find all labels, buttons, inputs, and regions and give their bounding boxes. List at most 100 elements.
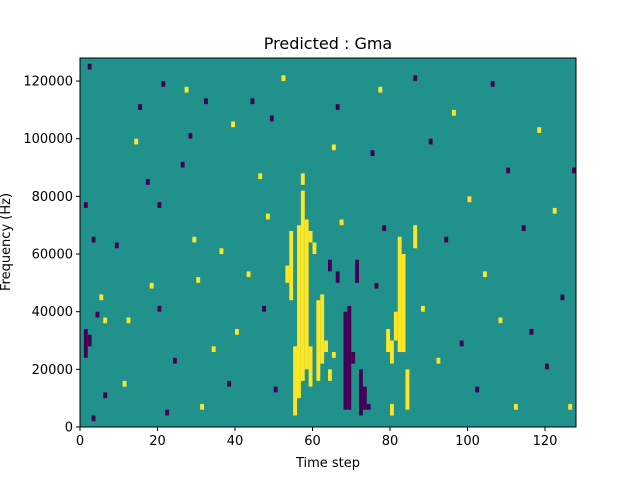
- heatmap-cell-58: [196, 277, 201, 283]
- x-tick-label: 20: [149, 434, 166, 449]
- heatmap-cell-18: [390, 340, 394, 364]
- heatmap-cell-55: [184, 86, 189, 93]
- heatmap-cell-60: [204, 98, 208, 105]
- heatmap-cell-98: [545, 363, 549, 370]
- heatmap-cell-82: [421, 305, 425, 312]
- heatmap-cell-70: [266, 213, 270, 220]
- heatmap-cell-21: [300, 173, 305, 185]
- heatmap-cell-78: [374, 282, 379, 289]
- heatmap-cell-102: [572, 167, 577, 174]
- heatmap-cell-32: [83, 328, 88, 358]
- heatmap-cell-45: [134, 138, 139, 145]
- heatmap-cell-63: [227, 380, 232, 387]
- heatmap-cell-14: [405, 369, 410, 410]
- y-tick-label: 80000: [32, 190, 73, 205]
- heatmap-cell-91: [490, 81, 495, 87]
- heatmap-cell-57: [192, 236, 197, 243]
- heatmap-cell-65: [235, 328, 239, 335]
- x-tick-label: 0: [76, 434, 84, 449]
- heatmap-cell-40: [103, 392, 108, 399]
- heatmap-cell-15: [393, 311, 398, 341]
- y-tick-label: 40000: [32, 305, 73, 320]
- heatmap-cell-72: [273, 386, 278, 393]
- heatmap-cell-52: [165, 409, 170, 416]
- heatmap-cell-86: [452, 109, 456, 116]
- heatmap-cell-81: [413, 75, 418, 82]
- heatmap-cell-34: [91, 415, 96, 422]
- heatmap-cell-69: [262, 305, 267, 312]
- y-tick-label: 0: [65, 421, 73, 436]
- heatmap-cell-38: [95, 311, 100, 318]
- heatmap-cell-2: [300, 190, 305, 381]
- heatmap-cell-77: [370, 150, 375, 157]
- heatmap-cell-33: [87, 334, 92, 347]
- heatmap-cell-31: [328, 259, 332, 272]
- heatmap-cell-92: [498, 317, 503, 324]
- heatmap-cell-19: [386, 328, 391, 353]
- heatmap-cell-46: [138, 104, 143, 110]
- y-tick-label: 120000: [23, 75, 73, 90]
- plot-frame: [79, 57, 577, 428]
- heatmap-cell-43: [122, 380, 127, 387]
- heatmap-cell-30: [335, 271, 340, 283]
- heatmap-cell-39: [99, 294, 104, 301]
- heatmap-cell-4: [308, 346, 313, 387]
- heatmap-background: [80, 58, 576, 427]
- heatmap-cell-7: [312, 242, 317, 255]
- heatmap-cell-54: [180, 161, 185, 168]
- y-tick-label: 60000: [32, 248, 73, 263]
- heatmap-cell-24: [347, 305, 352, 410]
- x-tick-label: 100: [455, 434, 480, 449]
- heatmap-cell-59: [200, 403, 205, 410]
- heatmap-cell-83: [428, 138, 433, 145]
- heatmap-cell-10: [324, 340, 329, 353]
- y-tick-label: 100000: [23, 132, 73, 147]
- heatmap-cell-67: [250, 98, 255, 105]
- heatmap-cell-79: [378, 86, 383, 93]
- heatmap-cell-3: [304, 219, 309, 370]
- heatmap-cell-6: [285, 265, 290, 283]
- x-tick-label: 80: [382, 434, 399, 449]
- heatmap-cell-53: [173, 357, 177, 364]
- heatmap-cell-51: [161, 81, 166, 87]
- heatmap-cell-93: [506, 167, 511, 174]
- heatmap-cell-90: [483, 271, 487, 278]
- plot-area: [79, 57, 577, 428]
- heatmap-cell-61: [211, 346, 216, 353]
- heatmap-cell-66: [246, 271, 251, 278]
- heatmap-cell-88: [467, 196, 472, 203]
- heatmap-cell-73: [281, 75, 286, 82]
- heatmap-cell-68: [258, 173, 263, 180]
- heatmap-cell-47: [145, 179, 150, 185]
- heatmap-cell-48: [149, 282, 154, 289]
- x-tick-label: 120: [533, 434, 558, 449]
- heatmap-cell-22: [308, 230, 313, 243]
- heatmap-cell-85: [444, 236, 449, 243]
- heatmap-cell-75: [335, 104, 340, 110]
- heatmap-cell-12: [397, 236, 402, 353]
- heatmap-cell-13: [401, 254, 406, 353]
- x-axis: 0 20 40 60 80 100 120: [76, 427, 558, 449]
- heatmap-cell-27: [359, 369, 363, 416]
- heatmap-cell-23: [343, 311, 348, 410]
- heatmap-cell-25: [351, 352, 356, 364]
- heatmap-cell-99: [552, 207, 557, 214]
- heatmap-cells: [83, 63, 577, 422]
- heatmap-cell-8: [316, 300, 321, 381]
- heatmap-cell-35: [87, 63, 92, 70]
- heatmap-cell-36: [83, 202, 88, 208]
- heatmap-cell-56: [188, 132, 193, 139]
- heatmap-cell-80: [382, 225, 387, 231]
- heatmap-cell-44: [126, 317, 131, 324]
- x-tick-label: 40: [227, 434, 244, 449]
- heatmap-cell-20: [331, 352, 336, 358]
- heatmap-cell-94: [514, 403, 518, 410]
- y-axis-label: Frequency (Hz): [0, 193, 14, 291]
- heatmap-cell-95: [521, 225, 526, 231]
- heatmap-cell-89: [475, 386, 480, 393]
- heatmap-cell-37: [91, 236, 96, 243]
- heatmap-cell-96: [529, 328, 534, 335]
- heatmap-cell-17: [413, 225, 418, 249]
- x-axis-label: Time step: [295, 456, 360, 471]
